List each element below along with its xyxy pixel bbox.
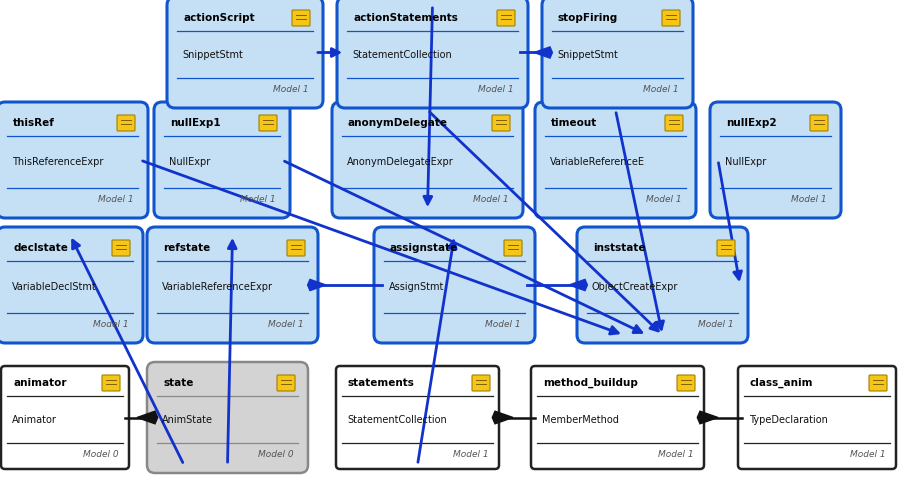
FancyBboxPatch shape xyxy=(535,102,696,218)
FancyBboxPatch shape xyxy=(677,375,695,391)
FancyBboxPatch shape xyxy=(1,366,129,469)
Text: Animator: Animator xyxy=(12,415,57,424)
Text: Model 1: Model 1 xyxy=(98,195,134,203)
Text: AssignStmt: AssignStmt xyxy=(389,282,445,292)
Polygon shape xyxy=(534,47,552,58)
Text: Model 1: Model 1 xyxy=(94,319,129,328)
Text: Model 1: Model 1 xyxy=(698,319,734,328)
Text: timeout: timeout xyxy=(551,118,597,128)
Text: Model 1: Model 1 xyxy=(647,195,682,203)
Text: actionStatements: actionStatements xyxy=(353,13,458,23)
Text: StatementCollection: StatementCollection xyxy=(347,415,446,424)
Text: Model 1: Model 1 xyxy=(485,319,521,328)
Text: stopFiring: stopFiring xyxy=(558,13,618,23)
Polygon shape xyxy=(492,411,513,424)
Text: NullExpr: NullExpr xyxy=(725,157,767,167)
Text: AnimState: AnimState xyxy=(162,415,213,424)
Text: Model 1: Model 1 xyxy=(791,195,827,203)
Text: VariableDeclStmt: VariableDeclStmt xyxy=(12,282,97,292)
FancyBboxPatch shape xyxy=(710,102,841,218)
FancyBboxPatch shape xyxy=(287,240,305,256)
Text: Model 1: Model 1 xyxy=(273,84,309,94)
FancyBboxPatch shape xyxy=(717,240,735,256)
Text: TypeDeclaration: TypeDeclaration xyxy=(749,415,828,424)
FancyBboxPatch shape xyxy=(147,362,308,473)
FancyBboxPatch shape xyxy=(277,375,295,391)
Text: nullExp2: nullExp2 xyxy=(726,118,777,128)
FancyBboxPatch shape xyxy=(810,115,828,131)
FancyBboxPatch shape xyxy=(504,240,522,256)
FancyBboxPatch shape xyxy=(542,0,693,108)
Text: Model 1: Model 1 xyxy=(658,449,694,459)
FancyBboxPatch shape xyxy=(117,115,135,131)
FancyBboxPatch shape xyxy=(374,227,535,343)
Text: Model 0: Model 0 xyxy=(83,449,119,459)
Text: refstate: refstate xyxy=(163,243,210,253)
Text: Model 1: Model 1 xyxy=(454,449,489,459)
FancyBboxPatch shape xyxy=(292,10,310,26)
Text: Model 1: Model 1 xyxy=(478,84,514,94)
FancyBboxPatch shape xyxy=(492,115,510,131)
Text: MemberMethod: MemberMethod xyxy=(542,415,619,424)
Text: anonymDelegate: anonymDelegate xyxy=(348,118,448,128)
FancyBboxPatch shape xyxy=(662,10,680,26)
Polygon shape xyxy=(308,279,326,291)
Text: ThisReferenceExpr: ThisReferenceExpr xyxy=(12,157,104,167)
FancyBboxPatch shape xyxy=(147,227,318,343)
Text: Model 1: Model 1 xyxy=(851,449,886,459)
FancyBboxPatch shape xyxy=(259,115,277,131)
Text: Model 0: Model 0 xyxy=(258,449,294,459)
FancyBboxPatch shape xyxy=(154,102,290,218)
Polygon shape xyxy=(569,279,587,291)
Text: inststate: inststate xyxy=(593,243,646,253)
Text: Model 1: Model 1 xyxy=(643,84,679,94)
Text: StatementCollection: StatementCollection xyxy=(352,49,452,59)
Text: nullExp1: nullExp1 xyxy=(170,118,221,128)
Text: Model 1: Model 1 xyxy=(240,195,276,203)
Text: Model 1: Model 1 xyxy=(269,319,304,328)
FancyBboxPatch shape xyxy=(332,102,523,218)
Text: AnonymDelegateExpr: AnonymDelegateExpr xyxy=(347,157,454,167)
Text: actionScript: actionScript xyxy=(183,13,254,23)
Text: statements: statements xyxy=(348,378,415,388)
FancyBboxPatch shape xyxy=(738,366,896,469)
Text: declstate: declstate xyxy=(13,243,68,253)
FancyBboxPatch shape xyxy=(112,240,130,256)
Text: Model 1: Model 1 xyxy=(474,195,509,203)
Text: SnippetStmt: SnippetStmt xyxy=(182,49,243,59)
Text: thisRef: thisRef xyxy=(13,118,55,128)
FancyBboxPatch shape xyxy=(167,0,323,108)
FancyBboxPatch shape xyxy=(497,10,515,26)
FancyBboxPatch shape xyxy=(0,227,143,343)
Text: method_buildup: method_buildup xyxy=(543,378,638,388)
FancyBboxPatch shape xyxy=(869,375,887,391)
FancyBboxPatch shape xyxy=(0,102,148,218)
Text: animator: animator xyxy=(13,378,67,388)
Text: ObjectCreateExpr: ObjectCreateExpr xyxy=(592,282,678,292)
Text: class_anim: class_anim xyxy=(750,378,814,388)
Text: NullExpr: NullExpr xyxy=(169,157,210,167)
FancyBboxPatch shape xyxy=(337,0,528,108)
Polygon shape xyxy=(697,411,718,424)
Text: state: state xyxy=(163,378,193,388)
FancyBboxPatch shape xyxy=(577,227,748,343)
Polygon shape xyxy=(137,411,158,424)
Text: VariableReferenceE: VariableReferenceE xyxy=(550,157,645,167)
FancyBboxPatch shape xyxy=(102,375,120,391)
FancyBboxPatch shape xyxy=(531,366,704,469)
Text: VariableReferenceExpr: VariableReferenceExpr xyxy=(162,282,273,292)
Text: SnippetStmt: SnippetStmt xyxy=(557,49,618,59)
FancyBboxPatch shape xyxy=(336,366,499,469)
FancyBboxPatch shape xyxy=(472,375,490,391)
Text: assignstate: assignstate xyxy=(390,243,458,253)
FancyBboxPatch shape xyxy=(665,115,683,131)
